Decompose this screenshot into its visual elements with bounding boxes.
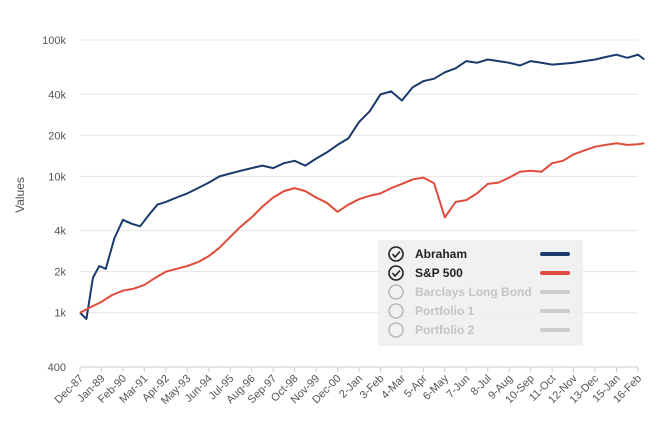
legend-label: S&P 500	[415, 266, 463, 280]
legend-toggle-icon[interactable]	[388, 246, 404, 262]
legend-item[interactable]: Barclays Long Bond	[388, 284, 570, 300]
x-axis: Dec-87Jan-89Feb-90Mar-91Apr-92May-93Jun-…	[53, 366, 644, 407]
legend-toggle-icon[interactable]	[388, 303, 404, 319]
series-lines	[79, 53, 646, 320]
legend: Abraham S&P 500 Barclays Long Bond Portfoli…	[378, 240, 583, 346]
y-axis-label: Values	[13, 177, 27, 213]
y-axis: 400 1k 2k 4k 10k 20k 40k 100k	[42, 35, 66, 374]
series-line	[79, 142, 645, 314]
y-tick-label: 10k	[48, 171, 66, 183]
legend-item[interactable]: Abraham	[388, 246, 570, 262]
y-tick-label: 100k	[42, 35, 66, 47]
y-tick-label: 1k	[54, 308, 66, 320]
y-tick-label: 40k	[48, 89, 66, 101]
x-tick-label: 4-Mar	[379, 372, 408, 401]
legend-label: Abraham	[415, 247, 467, 261]
y-tick-label: 2k	[54, 267, 66, 279]
y-tick-label: 400	[48, 362, 66, 374]
legend-toggle-icon[interactable]	[388, 284, 404, 300]
legend-label: Barclays Long Bond	[415, 285, 532, 299]
legend-toggle-icon[interactable]	[388, 265, 404, 281]
y-tick-label: 4k	[54, 226, 66, 238]
legend-label: Portfolio 1	[415, 304, 475, 318]
x-tick-label: 6-May	[421, 372, 451, 402]
legend-toggle-icon[interactable]	[388, 322, 404, 338]
x-tick-label: 7-Jun	[444, 373, 472, 401]
check-icon	[391, 250, 401, 259]
legend-item[interactable]: Portfolio 2	[388, 322, 570, 338]
legend-label: Portfolio 2	[415, 323, 475, 337]
series-line	[79, 53, 646, 320]
y-tick-label: 20k	[48, 130, 66, 142]
legend-item[interactable]: S&P 500	[388, 265, 570, 281]
grid	[80, 39, 638, 368]
legend-item[interactable]: Portfolio 1	[388, 303, 570, 319]
check-icon	[391, 269, 401, 278]
